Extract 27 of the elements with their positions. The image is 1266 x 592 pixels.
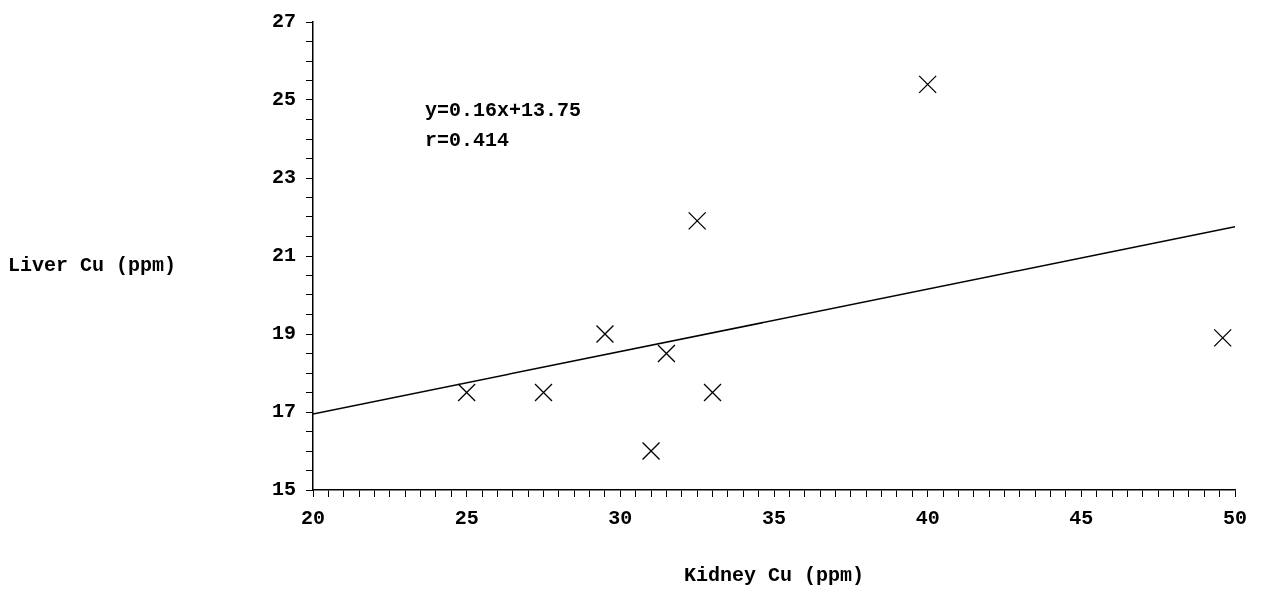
point bbox=[534, 383, 553, 402]
x-axis-title: Kidney Cu (ppm) bbox=[683, 564, 865, 588]
y-tick-label: 15 bbox=[271, 478, 296, 502]
point bbox=[703, 383, 722, 402]
point bbox=[688, 211, 707, 231]
point bbox=[595, 324, 615, 344]
point bbox=[1213, 328, 1232, 348]
y-tick-label: 23 bbox=[271, 166, 296, 190]
annotation: y=0.16x+13.75 bbox=[425, 99, 582, 123]
x-tick-label: 25 bbox=[454, 507, 479, 531]
y-tick-label: 25 bbox=[271, 88, 296, 112]
x-tick-label: 45 bbox=[1069, 507, 1094, 531]
y-tick-label: 19 bbox=[271, 322, 296, 346]
x-tick-label: 35 bbox=[761, 507, 787, 531]
y-tick-label: 21 bbox=[271, 244, 296, 268]
y-tick-label: 17 bbox=[271, 400, 296, 424]
y-axis-title: Liver Cu (ppm) bbox=[8, 254, 177, 277]
point bbox=[641, 441, 661, 461]
point bbox=[657, 344, 676, 363]
x-tick-label: 30 bbox=[608, 507, 633, 531]
x-tick-label: 20 bbox=[300, 507, 326, 531]
point bbox=[457, 383, 476, 402]
x-tick-label: 50 bbox=[1222, 507, 1248, 531]
annotation: r=0.414 bbox=[425, 129, 510, 153]
y-tick-label: 27 bbox=[271, 10, 296, 34]
point bbox=[918, 75, 937, 94]
x-tick-label: 40 bbox=[915, 507, 940, 531]
